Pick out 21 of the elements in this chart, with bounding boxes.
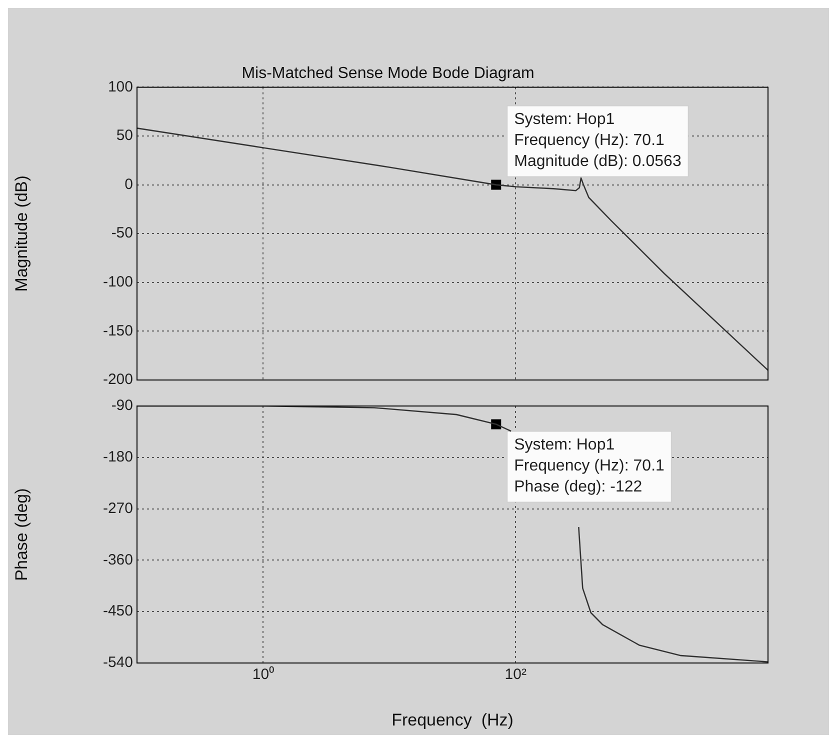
y-tick-label: -200 [102, 371, 133, 388]
y-tick-label: 50 [116, 127, 133, 144]
x-axis-title: Frequency (Hz) [392, 710, 514, 730]
y-axis-title: Phase (deg) [12, 488, 31, 581]
x-tick-label: 10⁰ [252, 666, 274, 684]
x-tick-label: 10² [504, 666, 526, 684]
y-tick-label: -450 [102, 602, 133, 620]
y-tick-label: -50 [111, 224, 133, 242]
y-tick-label: -360 [102, 551, 133, 568]
chart-title: Mis-Matched Sense Mode Bode Diagram [242, 65, 534, 82]
annotation: System: Hop1 Frequency (Hz): 70.1 Magnitude (dB): 0.0563 [514, 111, 682, 170]
y-axis-title: Magnitude (dB) [12, 175, 31, 292]
y-tick-label: -180 [102, 448, 133, 466]
y-tick-label: -150 [102, 322, 133, 340]
y-tick-label: -100 [102, 274, 133, 291]
y-tick-label: -90 [111, 397, 133, 414]
y-tick-label: 0 [124, 176, 133, 193]
y-tick-label: -270 [102, 500, 133, 517]
annotation: System: Hop1 Frequency (Hz): 70.1 Phase (deg): -122 [514, 436, 665, 496]
y-tick-label: -540 [102, 654, 133, 672]
y-tick-label: 100 [108, 78, 133, 96]
